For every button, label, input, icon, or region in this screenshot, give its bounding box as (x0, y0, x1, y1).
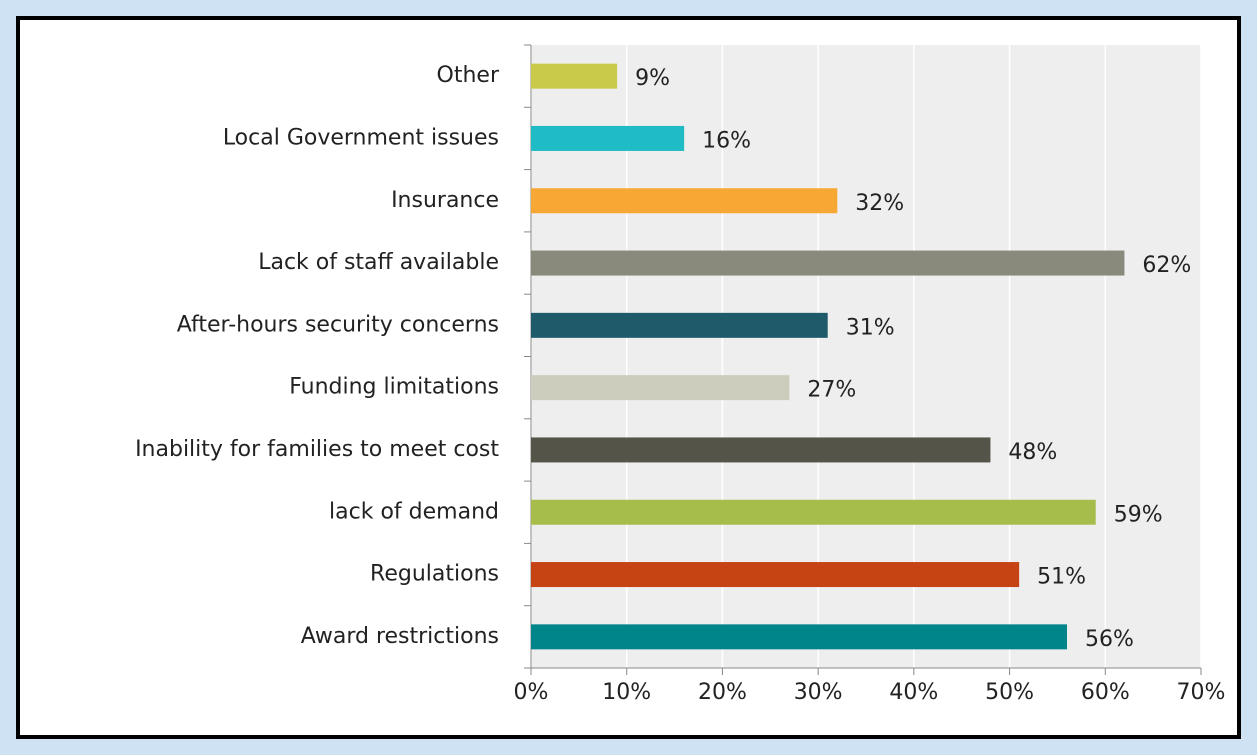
y-tick-label: Funding limitations (289, 375, 499, 400)
x-tick-label: 20% (698, 680, 747, 705)
y-tick-label: Other (437, 63, 500, 88)
value-label: 48% (1008, 440, 1057, 465)
value-label: 59% (1114, 502, 1163, 527)
value-label: 32% (855, 191, 904, 216)
x-tick-label: 60% (1081, 680, 1130, 705)
bar (531, 188, 838, 214)
x-tick-label: 70% (1177, 680, 1226, 705)
value-label: 31% (846, 315, 895, 340)
y-tick-label: Award restrictions (301, 624, 499, 649)
y-tick-label: Lack of staff available (258, 250, 499, 275)
value-label: 9% (635, 66, 670, 91)
x-tick-label: 50% (985, 680, 1034, 705)
bar (531, 250, 1125, 276)
bar (531, 437, 991, 463)
y-tick-label: lack of demand (329, 499, 499, 524)
bar (531, 499, 1096, 525)
bar (531, 63, 618, 89)
bar (531, 312, 828, 338)
y-tick-label: Insurance (391, 188, 499, 213)
bar (531, 562, 1020, 588)
x-tick-label: 30% (794, 680, 843, 705)
y-tick-label: Regulations (370, 562, 499, 587)
value-label: 16% (702, 128, 751, 153)
bar (531, 624, 1067, 650)
value-label: 62% (1142, 253, 1191, 278)
value-label: 56% (1085, 627, 1134, 652)
value-label: 27% (807, 378, 856, 403)
y-tick-label: After-hours security concerns (177, 312, 499, 337)
x-tick-label: 10% (602, 680, 651, 705)
value-label: 51% (1037, 565, 1086, 590)
x-tick-label: 40% (889, 680, 938, 705)
y-tick-label: Local Government issues (223, 125, 499, 150)
bar (531, 375, 790, 401)
x-tick-label: 0% (514, 680, 549, 705)
bar (531, 125, 685, 151)
y-tick-label: Inability for families to meet cost (135, 437, 499, 462)
